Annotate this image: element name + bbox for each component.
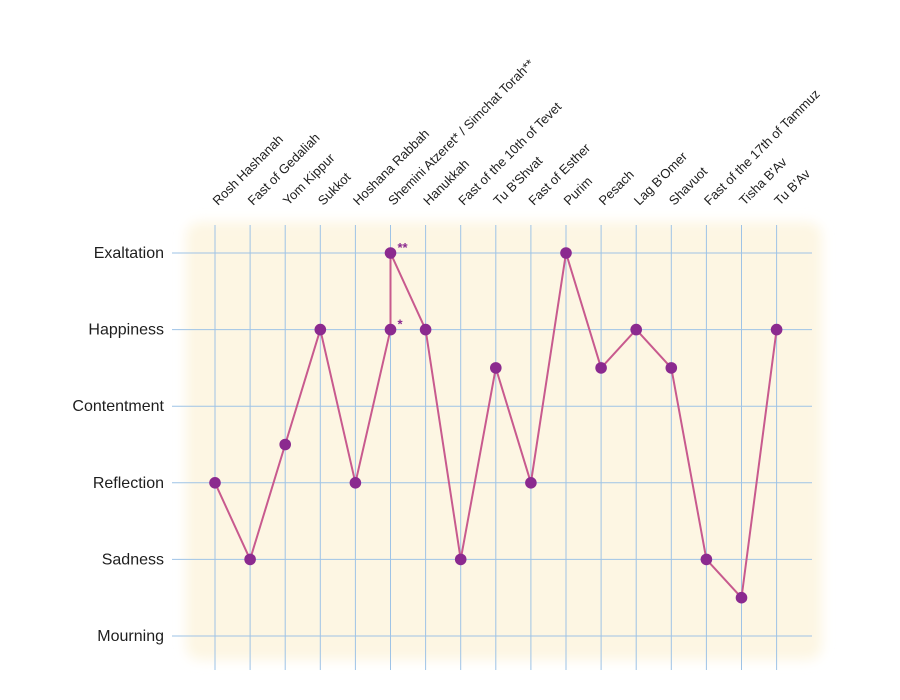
data-point — [314, 323, 327, 336]
series-line-segment — [529, 252, 567, 484]
series-lines — [214, 252, 778, 599]
y-tick-label: Contentment — [72, 398, 164, 415]
series-line-segment — [494, 366, 532, 484]
data-point — [525, 477, 537, 489]
y-tick-label: Happiness — [88, 322, 164, 339]
y-tick-label: Reflection — [93, 475, 164, 492]
x-tick-label: Pesach — [596, 167, 637, 208]
data-point — [595, 362, 607, 374]
data-point — [244, 553, 256, 566]
y-axis-labels: Mourning Sadness Reflection Contentment Happ… — [72, 245, 164, 645]
y-tick-label: Exaltation — [94, 245, 164, 262]
series-line-segment — [214, 481, 252, 561]
x-tick-label: Purim — [561, 174, 596, 209]
point-marker-label: ** — [398, 240, 409, 255]
series-line-segment — [635, 328, 673, 369]
data-point — [454, 553, 467, 566]
y-tick-label: Sadness — [102, 551, 164, 568]
data-point — [384, 323, 397, 336]
data-point — [384, 247, 397, 259]
data-point — [209, 477, 221, 489]
series-line-segment — [249, 443, 287, 561]
series-line-segment — [705, 558, 743, 599]
point-markers: *** — [398, 240, 409, 332]
data-point — [735, 591, 748, 604]
series-line-segment — [565, 252, 603, 369]
grid — [172, 225, 812, 670]
data-point — [665, 362, 678, 374]
series-line-segment — [670, 366, 708, 561]
series-line-segment — [600, 328, 638, 369]
series-line-segment — [354, 328, 392, 484]
data-point — [770, 323, 783, 336]
data-point — [349, 477, 362, 489]
data-point — [490, 362, 502, 374]
y-tick-label: Mourning — [97, 628, 164, 645]
point-marker-label: * — [398, 317, 404, 332]
series-line-segment — [424, 328, 462, 561]
series-line-segment — [284, 328, 322, 446]
series-line-segment — [319, 328, 357, 484]
data-point — [560, 247, 572, 259]
data-points — [209, 247, 783, 604]
data-point — [630, 323, 642, 336]
data-point — [419, 323, 432, 336]
plot-background — [186, 222, 822, 660]
series-line-segment — [740, 328, 778, 599]
series-line-segment — [459, 366, 497, 561]
series-line-segment — [389, 252, 427, 331]
data-point — [700, 553, 713, 566]
data-point — [279, 438, 292, 451]
